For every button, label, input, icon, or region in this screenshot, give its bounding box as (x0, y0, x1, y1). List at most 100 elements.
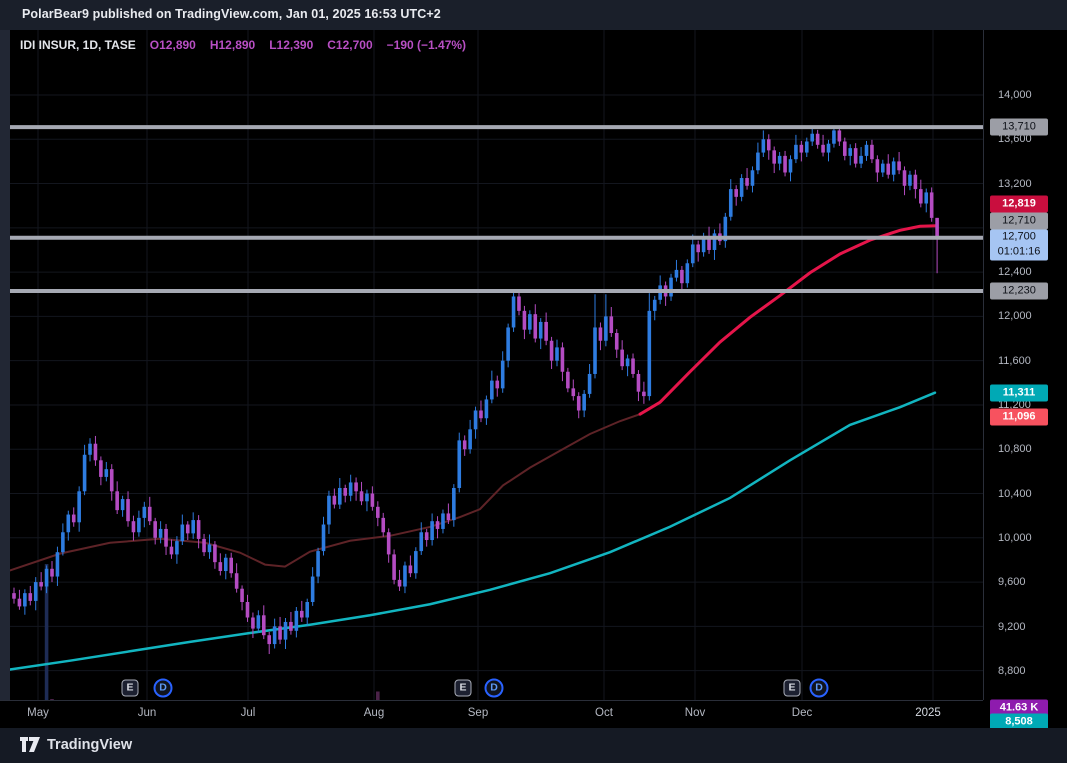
candle (636, 373, 641, 392)
price-label: 11,200 (998, 399, 1031, 411)
price-badge-purple: 41.63 K (990, 699, 1048, 717)
candle (229, 557, 233, 574)
candle (169, 546, 174, 555)
candle (196, 520, 201, 539)
price-label: 12,000 (998, 310, 1032, 322)
candle (745, 178, 749, 186)
candle (587, 373, 592, 394)
candle (766, 139, 771, 151)
candle (560, 347, 565, 372)
tradingview-logo-link[interactable]: TradingView (20, 736, 132, 753)
candle (728, 189, 733, 217)
price-label: 13,600 (998, 133, 1032, 145)
candle (935, 217, 939, 239)
candle (305, 602, 310, 618)
candle (251, 617, 255, 629)
candle (126, 499, 130, 522)
price-label: 13,200 (998, 178, 1032, 190)
candle (484, 399, 489, 419)
candle (870, 144, 874, 160)
candle (310, 576, 315, 603)
time-label: Aug (363, 707, 385, 719)
candle (864, 144, 869, 156)
candle (614, 333, 619, 350)
candle (511, 296, 516, 328)
dividend-marker-icon[interactable]: D (809, 678, 829, 698)
candle (33, 582, 38, 601)
candle (397, 579, 402, 587)
candle (777, 155, 782, 164)
chart-area[interactable]: IDI INSUR, 1D, TASE O12,890 H12,890 L12,… (0, 30, 1067, 731)
time-label: Oct (595, 707, 613, 719)
candle (120, 499, 125, 511)
candle (359, 491, 364, 502)
candle (104, 469, 109, 477)
candle (669, 277, 673, 297)
candle (381, 517, 386, 533)
price-label: 8,800 (998, 665, 1026, 677)
ohlc-close: C12,700 (327, 38, 373, 52)
dividend-marker-icon[interactable]: D (484, 678, 504, 698)
candle (332, 495, 337, 505)
candle (495, 380, 500, 389)
candle (430, 521, 434, 541)
candle (528, 314, 532, 330)
candle (772, 150, 776, 164)
candle (77, 491, 81, 523)
candle (571, 388, 576, 397)
candle (723, 216, 728, 242)
time-label: Sep (467, 707, 489, 719)
candle (207, 544, 212, 553)
candle (479, 410, 483, 419)
candle (696, 244, 700, 253)
symbol-title: IDI INSUR, 1D, TASE (20, 38, 136, 52)
candle (734, 189, 738, 197)
earnings-marker-icon[interactable]: E (121, 679, 139, 697)
time-label: May (27, 707, 49, 719)
candle (462, 440, 467, 450)
price-badge-teal: 8,508 (990, 713, 1048, 731)
candle (680, 269, 684, 284)
footer-bar: TradingView (0, 728, 1067, 763)
candle (256, 615, 261, 629)
price-chart[interactable] (0, 30, 1067, 728)
candle (609, 316, 614, 334)
price-scale[interactable]: 14,000 13,600 13,200 12,400 12,000 11,600 11,2… (983, 30, 1067, 731)
dividend-marker-icon[interactable]: D (153, 678, 173, 698)
candle (66, 514, 71, 533)
candle (88, 443, 92, 455)
candle (799, 144, 804, 153)
candle (707, 236, 711, 250)
candle (419, 532, 424, 552)
price-badge-gray: 13,710 (990, 118, 1048, 136)
candle (338, 487, 342, 505)
candle (343, 487, 348, 496)
candle (202, 538, 206, 553)
candle (261, 615, 266, 636)
time-label: 2025 (915, 707, 941, 719)
candle (804, 141, 809, 153)
time-scale[interactable]: May Jun Jul Aug Sep Oct Nov Dec 2025 (0, 700, 983, 728)
candle (446, 513, 451, 521)
publish-header: PolarBear9 published on TradingView.com,… (0, 0, 1067, 30)
candle (701, 236, 706, 253)
candle (859, 155, 863, 164)
candle (23, 593, 27, 607)
earnings-marker-icon[interactable]: E (454, 679, 472, 697)
candle (783, 155, 787, 173)
candle (191, 520, 195, 534)
earnings-marker-icon[interactable]: E (783, 679, 801, 697)
candle (354, 482, 358, 492)
price-badge-blue: 12,700 01:01:16 (990, 229, 1048, 261)
candle (593, 327, 597, 374)
candle (902, 170, 907, 186)
candle (826, 143, 831, 153)
price-label: 9,200 (998, 621, 1026, 633)
candle (272, 626, 277, 645)
candle (897, 161, 901, 171)
candle (853, 148, 858, 164)
candle (756, 152, 760, 171)
candle (625, 358, 630, 367)
candle (137, 517, 141, 533)
